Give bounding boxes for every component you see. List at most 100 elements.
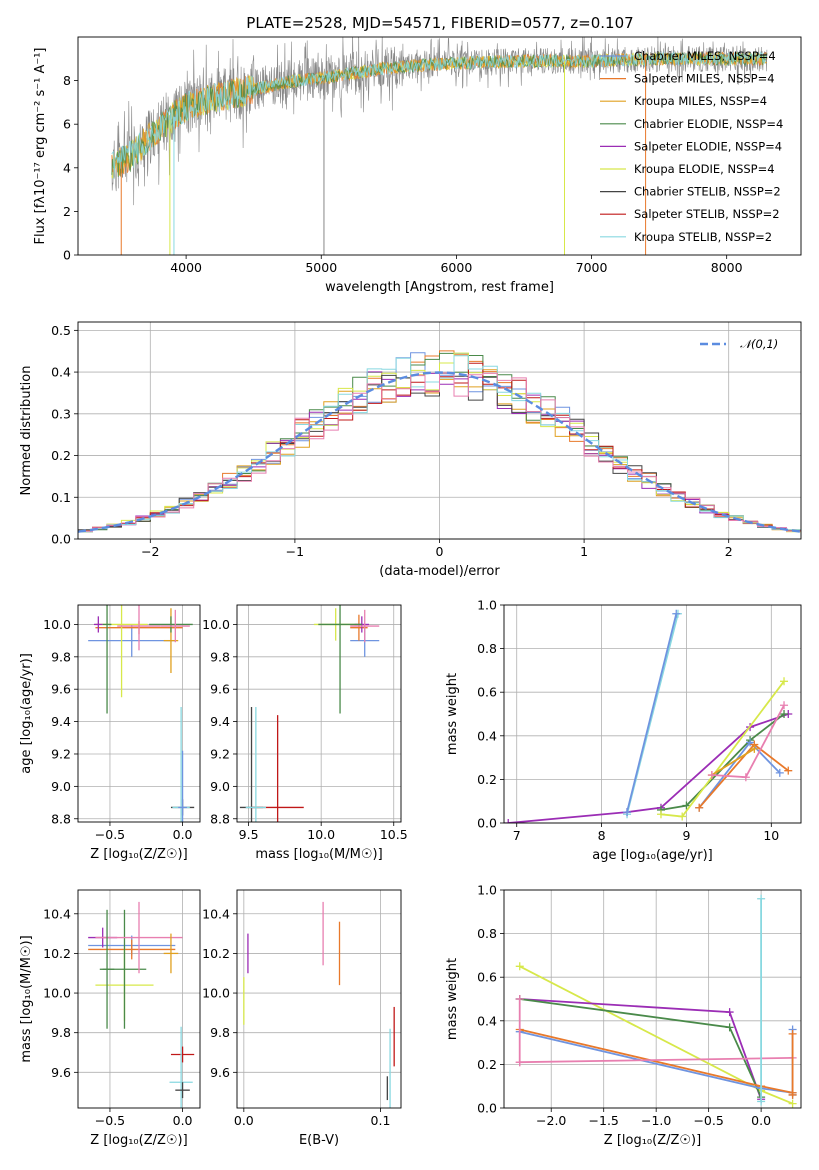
y-tick-label: 10.0	[202, 617, 230, 632]
mass-weight-marker	[780, 677, 789, 686]
mass-weight-marker	[695, 803, 704, 812]
mass-weight-marker	[788, 1029, 797, 1038]
legend-label: Chabrier STELIB, NSSP=2	[634, 185, 781, 199]
y-tick-label: 8.8	[51, 811, 71, 826]
mass-weight-marker	[725, 1023, 734, 1032]
legend-label: 𝒩(0,1)	[740, 337, 778, 351]
y-tick-label: 9.0	[210, 779, 230, 794]
y-tick-label: 0	[63, 248, 71, 263]
x-tick-label: 1	[580, 544, 588, 559]
plot-area	[78, 350, 801, 533]
x-tick-label: −1.5	[589, 1113, 619, 1128]
residual-histogram	[78, 372, 801, 532]
mass-weight-marker	[707, 771, 716, 780]
x-tick-label: 10	[763, 828, 779, 843]
y-tick-label: 0.6	[477, 685, 497, 700]
y-tick-label: 0.6	[477, 970, 497, 985]
y-tick-label: 9.8	[210, 1025, 230, 1040]
y-tick-label: 9.2	[51, 746, 71, 761]
x-tick-label: 7000	[576, 260, 608, 275]
y-tick-label: 9.4	[210, 714, 230, 729]
y-tick-label: 0.2	[51, 448, 71, 463]
x-tick-label: 2	[725, 544, 733, 559]
y-axis-label: mass weight	[445, 958, 460, 1040]
spectrum-legend: Chabrier MILES, NSSP=4 Salpeter MILES, NS…	[600, 49, 783, 244]
y-tick-label: 0.8	[477, 641, 497, 656]
axes-frame	[77, 604, 201, 823]
y-tick-label: 0.4	[477, 728, 497, 743]
y-tick-label: 10.4	[202, 906, 230, 921]
x-tick-label: 10.0	[307, 827, 335, 842]
mass-weight-marker	[750, 744, 759, 753]
y-tick-label: 0.4	[477, 1013, 497, 1028]
mass-weight-marker	[504, 819, 513, 823]
x-tick-label: 0	[436, 544, 444, 559]
x-tick-label: −2.0	[536, 1113, 566, 1128]
x-tick-label: 0.0	[751, 1113, 771, 1128]
plot-area	[239, 605, 380, 822]
legend-label: Salpeter ELODIE, NSSP=4	[634, 139, 782, 153]
mass-weight-marker	[741, 773, 750, 782]
x-axis-label: wavelength [Angstrom, rest frame]	[325, 280, 554, 295]
y-tick-label: 10.2	[202, 946, 230, 961]
y-axis-label: mass [log₁₀(M/M☉)]	[19, 935, 34, 1062]
mass-weight-marker	[780, 701, 789, 710]
mass-weight-line	[519, 1057, 793, 1064]
y-tick-label: 0.0	[477, 816, 497, 831]
y-tick-label: 10.0	[43, 617, 71, 632]
mass-weight-marker	[775, 768, 784, 777]
mass-weight-marker	[672, 609, 681, 618]
y-tick-label: 9.4	[51, 714, 71, 729]
x-tick-label: 9.5	[239, 827, 259, 842]
y-axis-label: Flux [fλ10⁻¹⁷ erg cm⁻² s⁻¹ A⁻¹]	[33, 48, 48, 245]
chart-massweight-vs-age: 7 8 9 10 0.0 0.2 0.4 0.6 0.8 1.0 age [log₁₀(age/yr…	[445, 598, 802, 863]
mass-weight-line	[519, 998, 762, 1098]
x-tick-label: 8000	[711, 260, 743, 275]
x-axis-label: (data-model)/error	[379, 564, 500, 579]
x-tick-label: 0.0	[173, 1113, 193, 1128]
x-axis-label: mass [log₁₀(M/M☉)]	[255, 847, 382, 862]
y-tick-label: 0.8	[477, 926, 497, 941]
mass-weight-line	[660, 713, 785, 811]
legend-label: Salpeter MILES, NSSP=4	[634, 72, 775, 86]
y-tick-label: 0.1	[51, 490, 71, 505]
x-tick-label: 5000	[305, 260, 337, 275]
x-tick-label: 6000	[440, 260, 472, 275]
y-tick-label: 10.2	[43, 946, 71, 961]
y-tick-label: 9.6	[210, 682, 230, 697]
axes-frame	[236, 604, 402, 823]
x-tick-label: 4000	[170, 260, 202, 275]
y-tick-label: 9.8	[51, 649, 71, 664]
chart-mass-vs-Z: −0.5 0.0 9.6 9.8 10.0 10.2 10.4 Z [log₁₀(Z/Z☉)]…	[19, 889, 201, 1148]
mass-weight-marker	[788, 1090, 797, 1099]
mass-weight-marker	[515, 1058, 524, 1067]
x-tick-label: 10.5	[380, 827, 408, 842]
spectrum-model-line	[111, 50, 768, 180]
axes-frame	[77, 321, 802, 540]
mass-weight-marker	[725, 1008, 734, 1017]
mass-weight-marker	[656, 810, 665, 819]
x-axis-label: age [log₁₀(age/yr)]	[592, 848, 713, 863]
chart-age-vs-Z: −0.5 0.0 8.8 9.0 9.2 9.4 9.6 9.8 10.0 Z [log₁₀(Z/…	[19, 604, 201, 862]
chart-mass-vs-EBV: 0.0 0.1 9.6 9.8 10.0 10.2 10.4 E(B-V)	[202, 889, 402, 1148]
y-tick-label: 10.4	[43, 906, 71, 921]
mass-weight-marker	[682, 801, 691, 810]
plot-area	[88, 605, 195, 822]
y-tick-label: 0.5	[51, 323, 71, 338]
mass-weight-marker	[515, 962, 524, 971]
y-tick-label: 9.6	[210, 1065, 230, 1080]
y-tick-label: 10.0	[202, 986, 230, 1001]
chart-age-vs-mass: 9.5 10.0 10.5 8.8 9.0 9.2 9.4 9.6 9.8 10.0 mass [l…	[202, 604, 408, 862]
x-axis-label: Z [log₁₀(Z/Z☉)]	[90, 847, 187, 862]
x-tick-label: −0.5	[693, 1113, 723, 1128]
x-axis-label: Z [log₁₀(Z/Z☉)]	[604, 1133, 701, 1148]
plot-area	[504, 609, 793, 823]
mass-weight-marker	[757, 1097, 766, 1106]
axes-frame	[77, 889, 201, 1109]
legend-label: Kroupa STELIB, NSSP=2	[634, 230, 772, 244]
y-tick-label: 4	[63, 160, 71, 175]
plot-area	[515, 894, 797, 1108]
y-tick-label: 10.0	[43, 986, 71, 1001]
legend-label: Kroupa MILES, NSSP=4	[634, 94, 767, 108]
y-tick-label: 1.0	[477, 598, 497, 613]
